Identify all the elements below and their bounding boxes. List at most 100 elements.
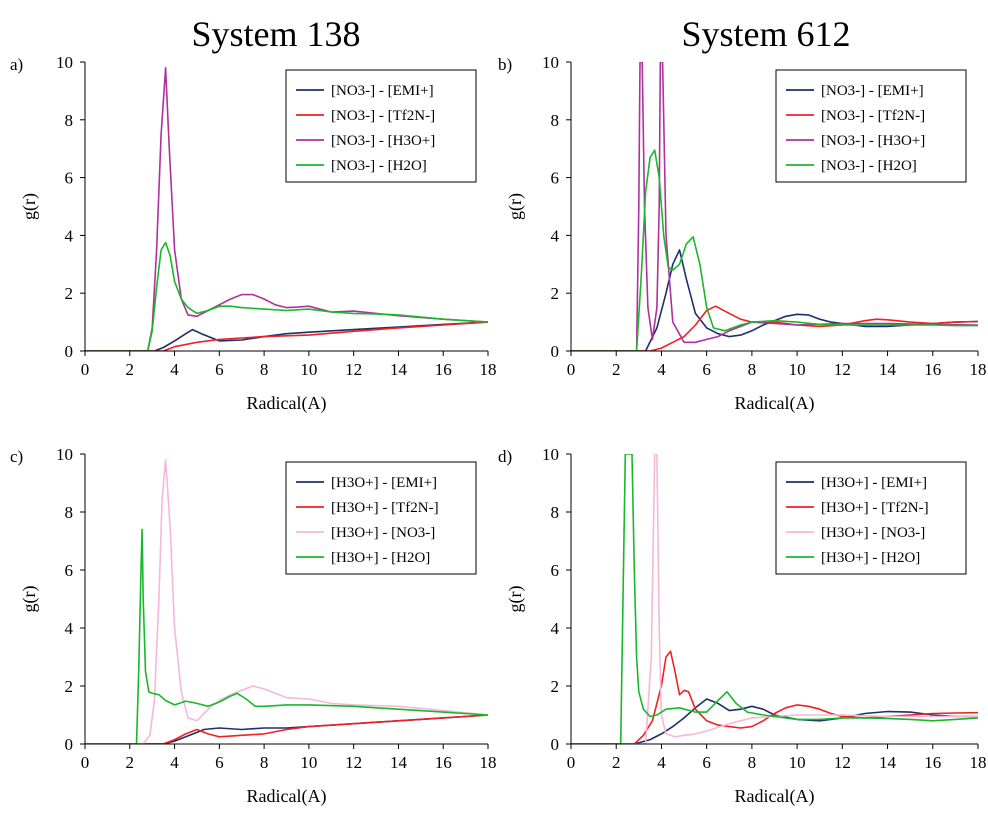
legend-label: [NO3-] - [H3O+] — [821, 133, 925, 149]
x-tick-label: 8 — [260, 753, 269, 772]
x-tick-label: 12 — [345, 753, 362, 772]
y-tick-label: 10 — [542, 53, 559, 72]
legend-label: [NO3-] - [H2O] — [331, 158, 427, 174]
legend-label: [H3O+] - [EMI+] — [821, 475, 927, 491]
column-title-left: System 138 — [191, 14, 360, 54]
x-tick-label: 16 — [924, 753, 941, 772]
x-tick-label: 12 — [834, 753, 851, 772]
y-tick-label: 2 — [65, 677, 74, 696]
chart-panel-c: c) 0 2 4 6 8 10 12 14 16 18 0 2 4 6 8 10 Radical(A) g(r) [H… — [10, 445, 497, 807]
y-tick-label: 10 — [56, 53, 73, 72]
chart-panel-b: b) 0 2 4 6 8 10 12 14 16 18 0 2 4 6 8 10 Radical(A) g(r) [N… — [498, 53, 987, 414]
panel-label: a) — [10, 55, 23, 74]
x-tick-label: 16 — [435, 360, 452, 379]
y-axis-label: g(r) — [19, 586, 40, 613]
y-tick-label: 10 — [542, 445, 559, 464]
x-tick-label: 12 — [834, 360, 851, 379]
column-title-right: System 612 — [681, 14, 850, 54]
x-tick-label: 10 — [789, 360, 806, 379]
y-tick-label: 2 — [551, 284, 560, 303]
series-group — [571, 454, 978, 744]
series-line-4 — [571, 149, 978, 351]
x-tick-label: 12 — [345, 360, 362, 379]
panel-label: d) — [498, 447, 512, 466]
x-tick-label: 4 — [657, 360, 666, 379]
x-tick-label: 8 — [748, 360, 757, 379]
y-tick-label: 4 — [65, 619, 74, 638]
legend: [H3O+] - [EMI+] [H3O+] - [Tf2N-] [H3O+] - … — [775, 461, 967, 575]
series-line-2 — [85, 321, 488, 351]
x-tick-label: 18 — [480, 753, 497, 772]
x-tick-label: 4 — [657, 753, 666, 772]
legend: [NO3-] - [EMI+] [NO3-] - [Tf2N-] [NO3-] - … — [775, 69, 967, 183]
x-tick-label: 16 — [435, 753, 452, 772]
x-tick-label: 14 — [879, 753, 897, 772]
x-tick-label: 16 — [924, 360, 941, 379]
legend-label: [NO3-] - [EMI+] — [331, 83, 434, 99]
legend-label: [NO3-] - [EMI+] — [821, 83, 924, 99]
x-tick-label: 2 — [612, 360, 621, 379]
legend-label: [H3O+] - [H2O] — [331, 550, 430, 566]
legend-label: [NO3-] - [H3O+] — [331, 133, 435, 149]
series-line-2 — [571, 650, 978, 744]
x-tick-label: 0 — [81, 753, 90, 772]
y-tick-label: 6 — [551, 561, 560, 580]
y-tick-label: 8 — [65, 111, 74, 130]
series-line-4 — [85, 528, 488, 744]
y-tick-label: 6 — [551, 169, 560, 188]
x-axis-label: Radical(A) — [735, 393, 815, 414]
y-axis-label: g(r) — [505, 193, 526, 220]
series-group — [571, 62, 978, 351]
series-line-2 — [571, 305, 978, 351]
y-tick-label: 4 — [551, 619, 560, 638]
x-tick-label: 6 — [215, 360, 224, 379]
y-tick-label: 6 — [65, 169, 74, 188]
panel-label: b) — [498, 55, 512, 74]
x-tick-label: 14 — [390, 360, 408, 379]
series-line-1 — [571, 698, 978, 744]
chart-panel-a: a) 0 2 4 6 8 10 12 14 16 18 0 2 4 6 8 10 Radical(A) g(r) [N… — [10, 53, 497, 414]
y-tick-label: 0 — [551, 342, 560, 361]
y-axis-label: g(r) — [505, 586, 526, 613]
x-tick-label: 6 — [702, 360, 711, 379]
x-axis-label: Radical(A) — [735, 786, 815, 807]
x-axis-label: Radical(A) — [247, 393, 327, 414]
y-tick-label: 8 — [551, 111, 560, 130]
chart-panel-d: d) 0 2 4 6 8 10 12 14 16 18 0 2 4 6 8 10 Radical(A) g(r) [H… — [498, 445, 987, 807]
series-line-3 — [85, 458, 488, 744]
x-tick-label: 10 — [300, 753, 317, 772]
x-tick-label: 6 — [702, 753, 711, 772]
x-tick-label: 0 — [567, 753, 576, 772]
x-tick-label: 2 — [126, 753, 135, 772]
x-tick-label: 18 — [480, 360, 497, 379]
y-tick-label: 10 — [56, 445, 73, 464]
x-tick-label: 14 — [879, 360, 897, 379]
y-tick-label: 4 — [65, 226, 74, 245]
legend: [NO3-] - [EMI+] [NO3-] - [Tf2N-] [NO3-] - … — [285, 69, 477, 183]
x-axis-label: Radical(A) — [247, 786, 327, 807]
legend-label: [H3O+] - [H2O] — [821, 550, 920, 566]
legend-box — [285, 69, 477, 183]
legend-label: [NO3-] - [Tf2N-] — [821, 108, 925, 124]
series-line-4 — [85, 241, 488, 351]
series-line-2 — [85, 714, 488, 744]
x-tick-label: 2 — [612, 753, 621, 772]
y-axis-label: g(r) — [19, 193, 40, 220]
x-tick-label: 18 — [970, 753, 987, 772]
x-tick-label: 14 — [390, 753, 408, 772]
panel-label: c) — [10, 447, 23, 466]
series-line-3 — [571, 62, 978, 351]
legend: [H3O+] - [EMI+] [H3O+] - [Tf2N-] [H3O+] - … — [285, 461, 477, 575]
series-group — [85, 458, 488, 744]
series-line-1 — [85, 321, 488, 351]
y-tick-label: 4 — [551, 226, 560, 245]
legend-label: [H3O+] - [Tf2N-] — [331, 500, 439, 516]
x-tick-label: 10 — [789, 753, 806, 772]
y-tick-label: 0 — [65, 735, 74, 754]
legend-label: [H3O+] - [NO3-] — [821, 525, 925, 541]
y-tick-label: 6 — [65, 561, 74, 580]
y-tick-label: 2 — [65, 284, 74, 303]
series-line-3 — [571, 454, 978, 744]
legend-label: [H3O+] - [EMI+] — [331, 475, 437, 491]
